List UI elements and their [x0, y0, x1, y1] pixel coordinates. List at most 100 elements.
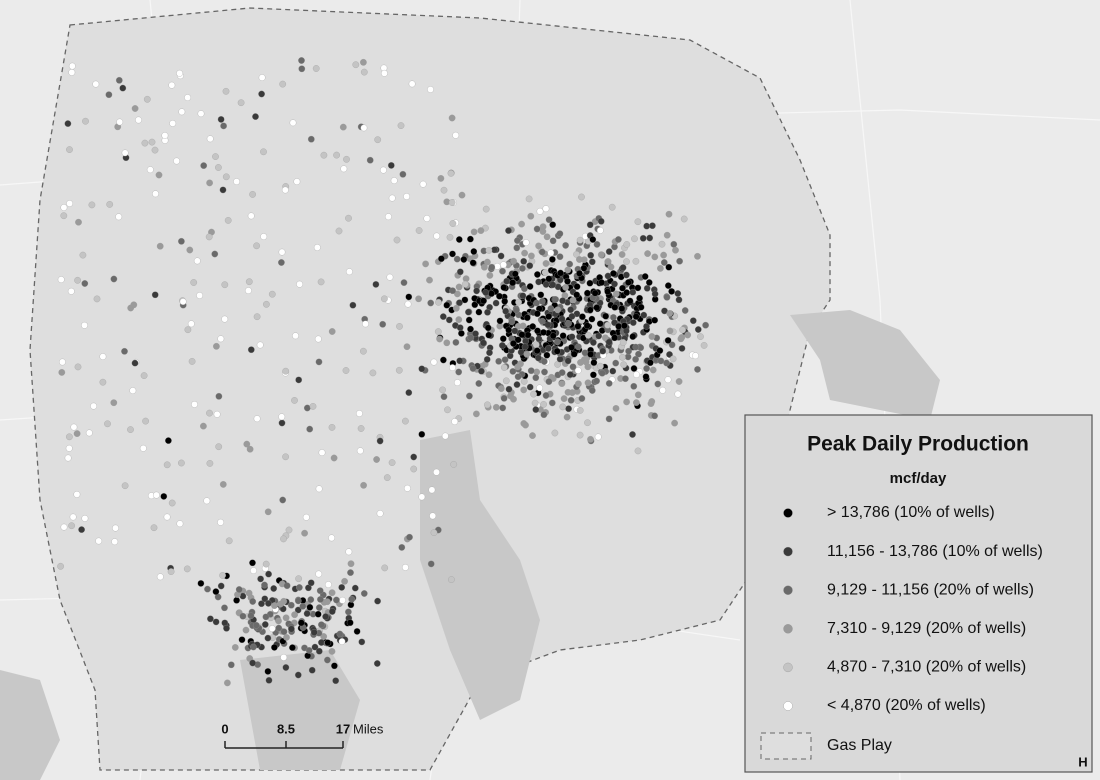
well	[554, 338, 561, 346]
well	[462, 275, 470, 283]
well	[262, 613, 270, 621]
well	[576, 431, 584, 439]
well	[547, 305, 555, 312]
well	[455, 316, 463, 323]
well	[287, 601, 295, 609]
well	[196, 292, 203, 299]
well	[543, 351, 551, 359]
well	[532, 341, 540, 349]
well	[393, 236, 401, 244]
well	[513, 381, 521, 388]
well	[480, 339, 487, 347]
well	[352, 61, 360, 69]
well	[358, 638, 366, 646]
well	[434, 328, 442, 335]
well	[484, 308, 491, 316]
well	[373, 660, 381, 667]
well	[632, 257, 640, 265]
well	[536, 207, 544, 215]
well	[322, 613, 329, 620]
well	[522, 337, 529, 345]
well	[605, 415, 613, 423]
well	[186, 246, 194, 254]
well	[127, 426, 134, 433]
well	[247, 612, 255, 620]
well	[676, 257, 683, 265]
well	[542, 392, 550, 399]
well	[458, 330, 465, 337]
well	[315, 647, 323, 655]
well	[632, 313, 640, 320]
well	[525, 195, 533, 203]
well	[187, 320, 195, 328]
well	[115, 76, 123, 84]
well	[611, 319, 618, 327]
well	[649, 222, 656, 230]
well	[514, 373, 522, 381]
well	[227, 661, 235, 669]
well	[678, 345, 686, 352]
well	[215, 392, 223, 400]
well	[345, 548, 353, 556]
well	[422, 260, 429, 268]
well	[74, 276, 81, 284]
well	[279, 80, 287, 88]
well	[121, 482, 129, 490]
well	[347, 601, 355, 609]
well	[510, 257, 517, 265]
well	[532, 406, 540, 413]
well	[538, 248, 546, 256]
well	[611, 280, 618, 288]
well	[610, 270, 617, 277]
legend: Peak Daily Production mcf/day Gas Play >…	[744, 414, 1093, 773]
well	[640, 311, 648, 319]
well	[602, 312, 610, 320]
well	[618, 251, 626, 258]
well	[465, 316, 473, 324]
well	[586, 306, 594, 314]
well	[57, 276, 65, 283]
well	[143, 95, 151, 103]
well	[193, 257, 201, 265]
well	[623, 258, 630, 265]
well	[338, 584, 346, 591]
scale-bar: 0 8.5 17 Miles	[221, 721, 384, 749]
well	[623, 289, 631, 296]
well	[629, 333, 637, 340]
well	[104, 420, 111, 428]
well	[388, 194, 396, 202]
well	[333, 596, 340, 604]
well	[480, 297, 487, 305]
well	[324, 656, 331, 664]
well	[78, 526, 85, 533]
well	[590, 359, 598, 366]
well	[82, 117, 89, 125]
well	[423, 215, 431, 222]
well	[360, 58, 367, 66]
well	[452, 339, 460, 346]
well	[346, 619, 354, 627]
well	[642, 373, 650, 381]
well	[418, 430, 426, 438]
well	[588, 258, 596, 266]
well	[161, 132, 169, 139]
well	[260, 233, 268, 240]
well	[599, 347, 607, 355]
well	[151, 291, 159, 299]
well	[320, 151, 328, 159]
well	[261, 581, 268, 589]
well	[665, 263, 673, 271]
well	[346, 268, 353, 276]
well	[668, 341, 676, 349]
well	[532, 374, 540, 382]
well	[263, 300, 270, 308]
well	[70, 423, 78, 431]
well	[470, 248, 478, 255]
well	[481, 263, 488, 271]
well	[612, 290, 620, 298]
well	[444, 406, 451, 414]
well	[146, 166, 154, 174]
well	[328, 608, 336, 615]
well	[542, 260, 550, 267]
